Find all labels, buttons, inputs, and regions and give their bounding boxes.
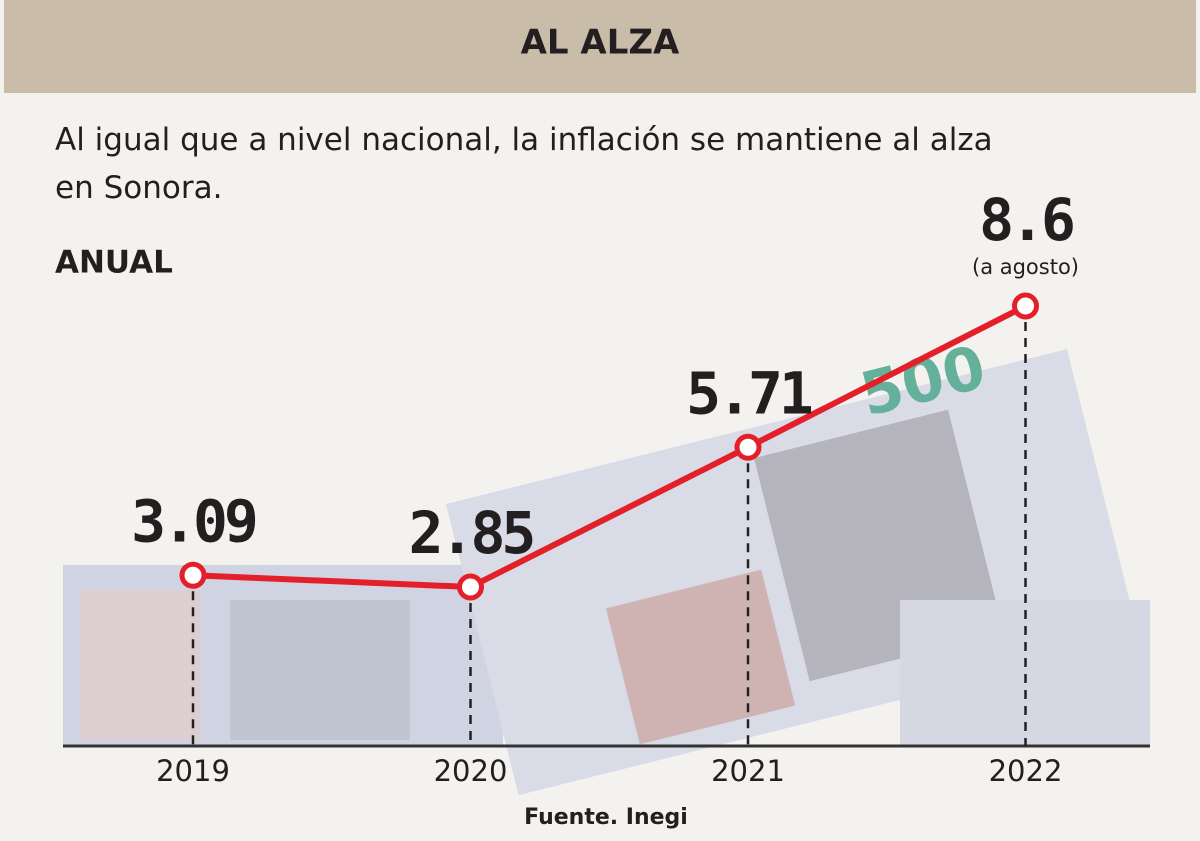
subtitle-box: Al igual que a nivel nacional, la inflac…: [55, 122, 993, 206]
x-tick-label: 2021: [711, 754, 785, 788]
value-label: 5.71: [686, 359, 812, 427]
value-label: 3.09: [131, 487, 256, 555]
banknote-art: 500: [63, 332, 1150, 796]
point: [457, 573, 484, 601]
point: [734, 433, 762, 461]
value-label: 8.6: [979, 186, 1073, 254]
x-tick-label: 2019: [156, 754, 230, 788]
period-label: ANUAL: [55, 245, 173, 281]
x-tick-label: 2022: [989, 754, 1063, 788]
header-band: [4, 0, 1196, 93]
line: [192, 303, 1027, 591]
chart-title: AL ALZA: [521, 23, 680, 63]
annotation: (a agosto): [972, 255, 1079, 279]
point: [1012, 292, 1039, 320]
value-label: 2.85: [409, 499, 533, 567]
x-tick-label: 2020: [434, 754, 508, 788]
subtitle: Al igual que a nivel nacional, la inflac…: [55, 122, 993, 206]
source: Fuente. Inegi: [524, 805, 688, 830]
point: [179, 561, 207, 589]
